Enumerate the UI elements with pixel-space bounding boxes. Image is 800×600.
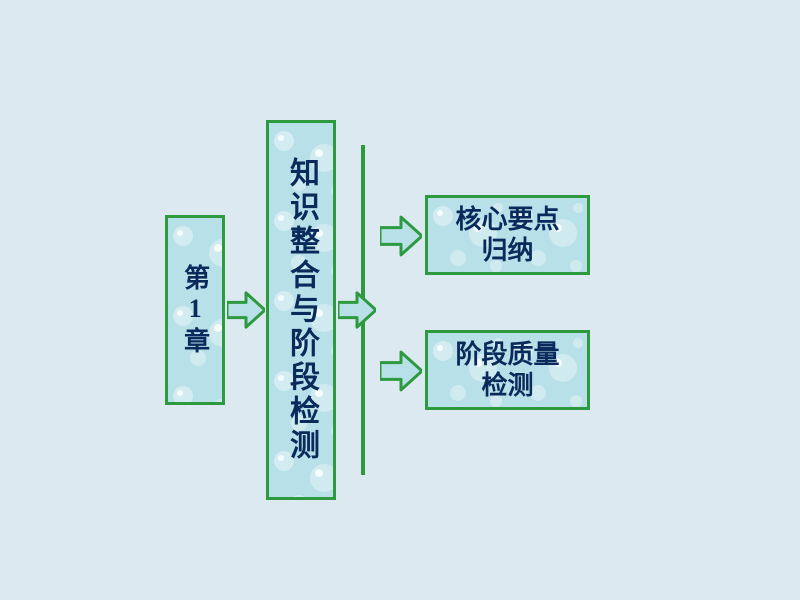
bottom-right-box: 阶段质量检测 bbox=[425, 330, 590, 410]
top-right-box: 核心要点归纳 bbox=[425, 195, 590, 275]
arrow-4 bbox=[380, 350, 422, 392]
main-label: 知识整合与阶段检测 bbox=[283, 157, 319, 463]
chapter-label: 第1章 bbox=[179, 264, 210, 357]
bottom-right-line1: 阶段质量 bbox=[455, 339, 559, 370]
main-box: 知识整合与阶段检测 bbox=[266, 120, 336, 500]
chapter-box: 第1章 bbox=[165, 215, 225, 405]
bottom-right-line2: 检测 bbox=[481, 370, 533, 401]
arrow-2 bbox=[338, 290, 376, 330]
arrow-1 bbox=[227, 290, 265, 330]
top-right-line2: 归纳 bbox=[481, 235, 533, 266]
top-right-line1: 核心要点 bbox=[455, 204, 559, 235]
arrow-3 bbox=[380, 215, 422, 257]
